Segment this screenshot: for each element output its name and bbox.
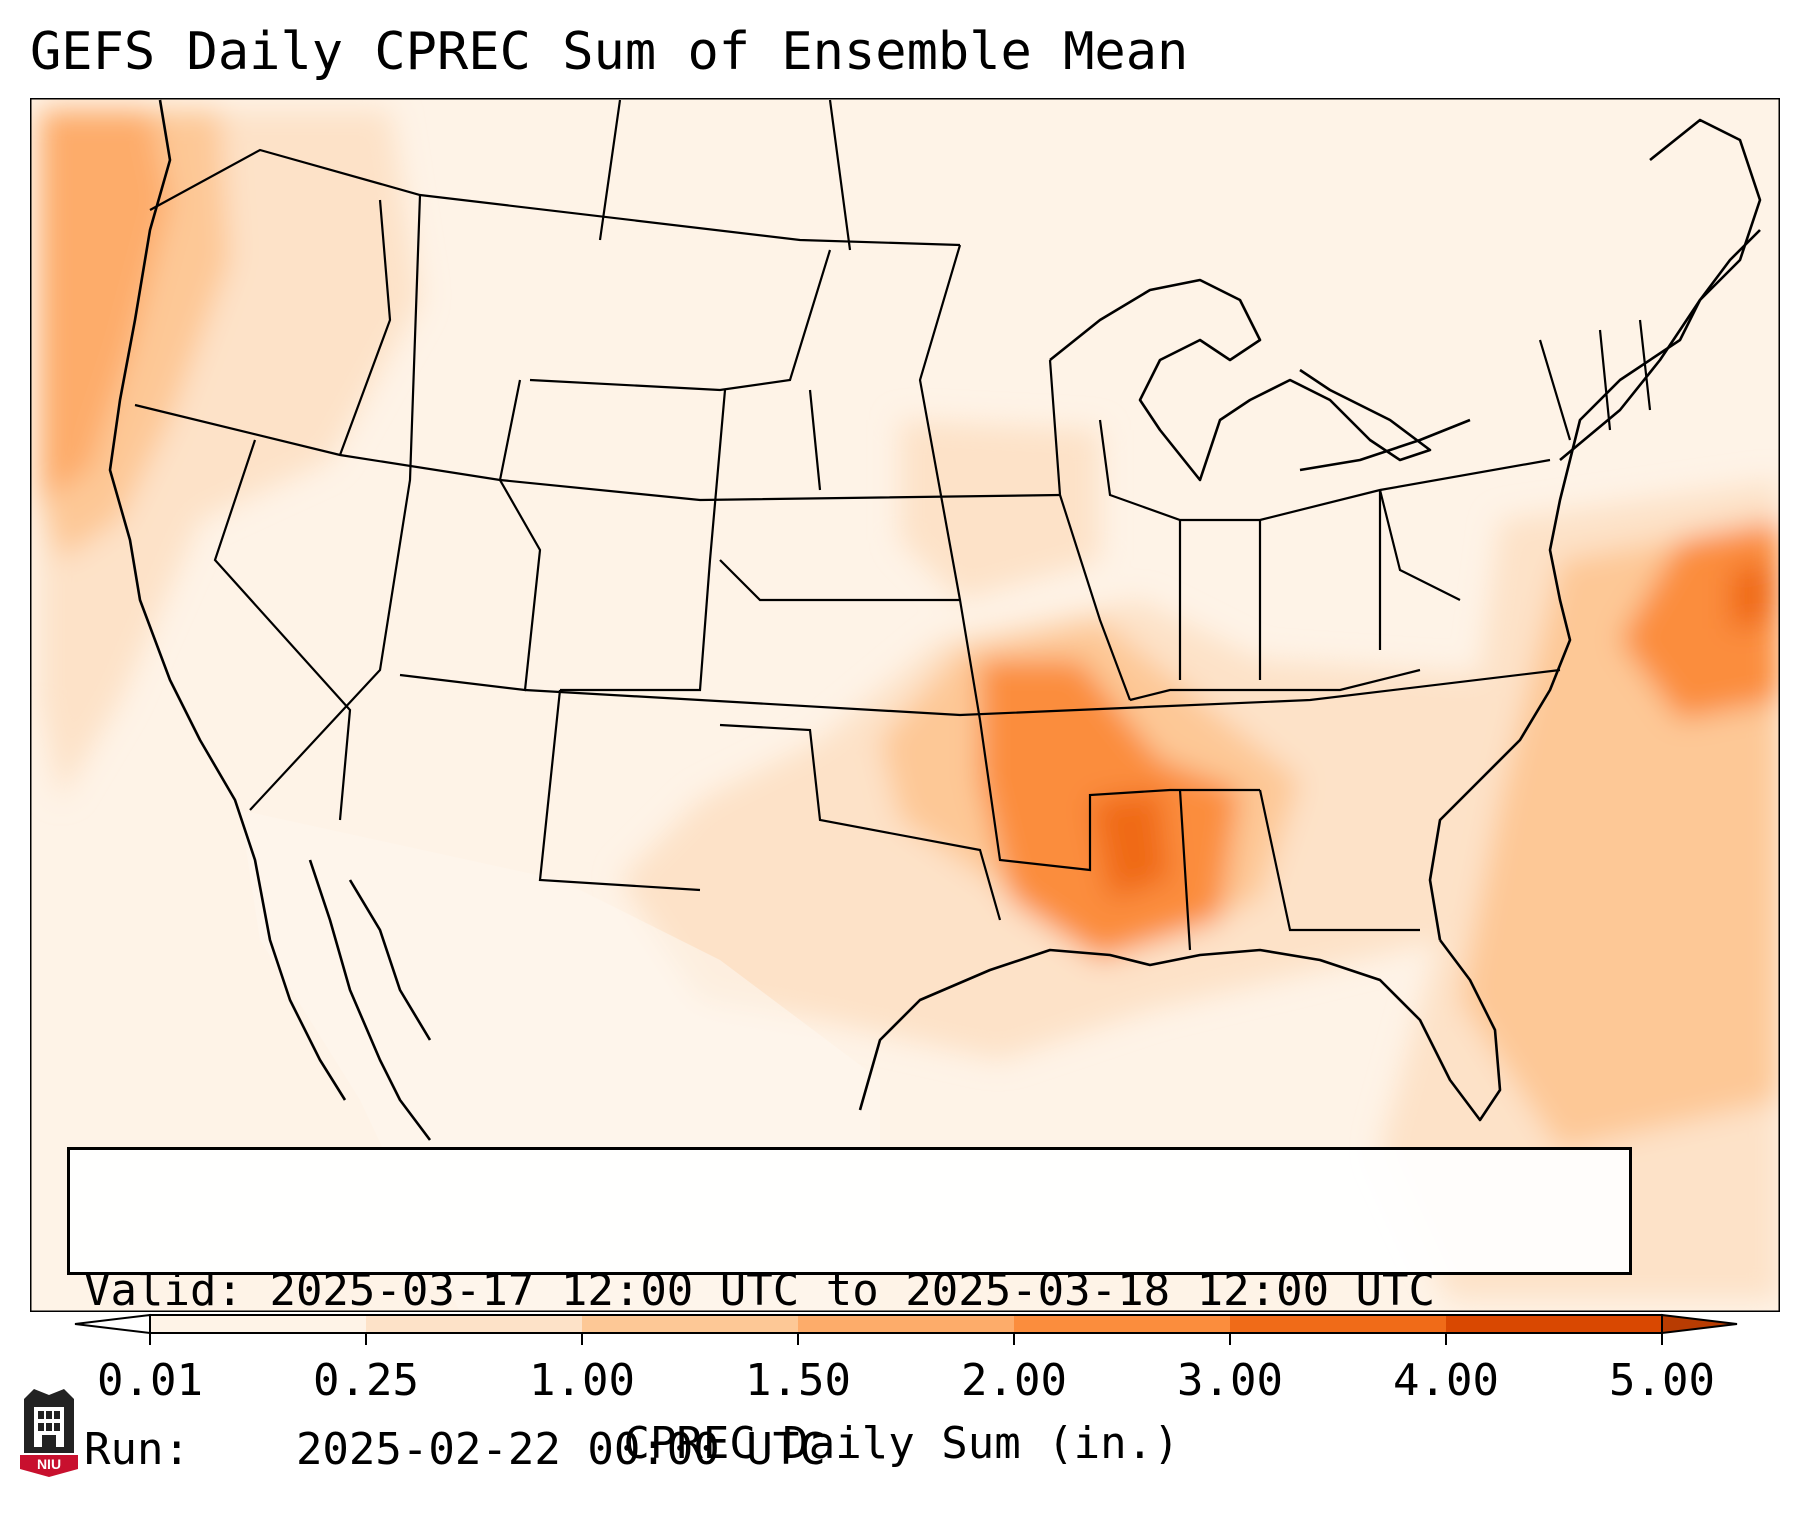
- precip-area-iowa: [900, 420, 1100, 600]
- validity-info-box: Valid: 2025-03-17 12:00 UTC to 2025-03-1…: [67, 1147, 1632, 1475]
- valid-value: 2025-03-17 12:00 UTC to 2025-03-18 12:00…: [269, 1265, 1436, 1316]
- coastlines: [108, 99, 1762, 1141]
- colorbar-tick-label: 4.00: [1393, 1355, 1499, 1406]
- colorbar-segment-6: [1230, 1315, 1446, 1333]
- colorbar-tick-label: 2.00: [961, 1355, 1067, 1406]
- colorbar-segment-1: [150, 1315, 366, 1333]
- precip-area-coast-heavy: [40, 110, 170, 500]
- colorbar-tick-label: 0.25: [313, 1355, 419, 1406]
- colorbar-segment-5: [1014, 1315, 1230, 1333]
- niu-logo-icon: NIU: [20, 1389, 78, 1477]
- colorbar-tick-label: 0.01: [97, 1355, 203, 1406]
- svg-text:NIU: NIU: [37, 1456, 61, 1472]
- colorbar: [74, 1313, 1738, 1345]
- valid-label: Valid:: [84, 1265, 243, 1316]
- precip-area-offshore-max: [1730, 560, 1775, 630]
- map-title: GEFS Daily CPREC Sum of Ensemble Mean: [30, 22, 1189, 82]
- colorbar-tick-label: 1.00: [529, 1355, 635, 1406]
- colorbar-extend-high: [1661, 1313, 1738, 1335]
- colorbar-segment-4: [798, 1315, 1014, 1333]
- valid-line: Valid: 2025-03-17 12:00 UTC to 2025-03-1…: [84, 1264, 1615, 1317]
- precip-area-mississippi-max: [1090, 790, 1170, 900]
- run-value: 2025-02-22 00:00 UTC: [295, 1424, 826, 1475]
- colorbar-segment-2: [366, 1315, 582, 1333]
- colorbar-tick-label: 1.50: [745, 1355, 851, 1406]
- run-line: Run: 2025-02-22 00:00 UTC: [84, 1423, 1615, 1476]
- state-borders: [134, 99, 1652, 951]
- colorbar-segment-3: [582, 1315, 798, 1333]
- colorbar-tick-label: 5.00: [1609, 1355, 1715, 1406]
- colorbar-segment-7: [1446, 1315, 1662, 1333]
- run-label: Run:: [84, 1424, 190, 1475]
- colorbar-tick-label: 3.00: [1177, 1355, 1283, 1406]
- colorbar-title: CPREC Daily Sum (in.): [623, 1418, 1180, 1469]
